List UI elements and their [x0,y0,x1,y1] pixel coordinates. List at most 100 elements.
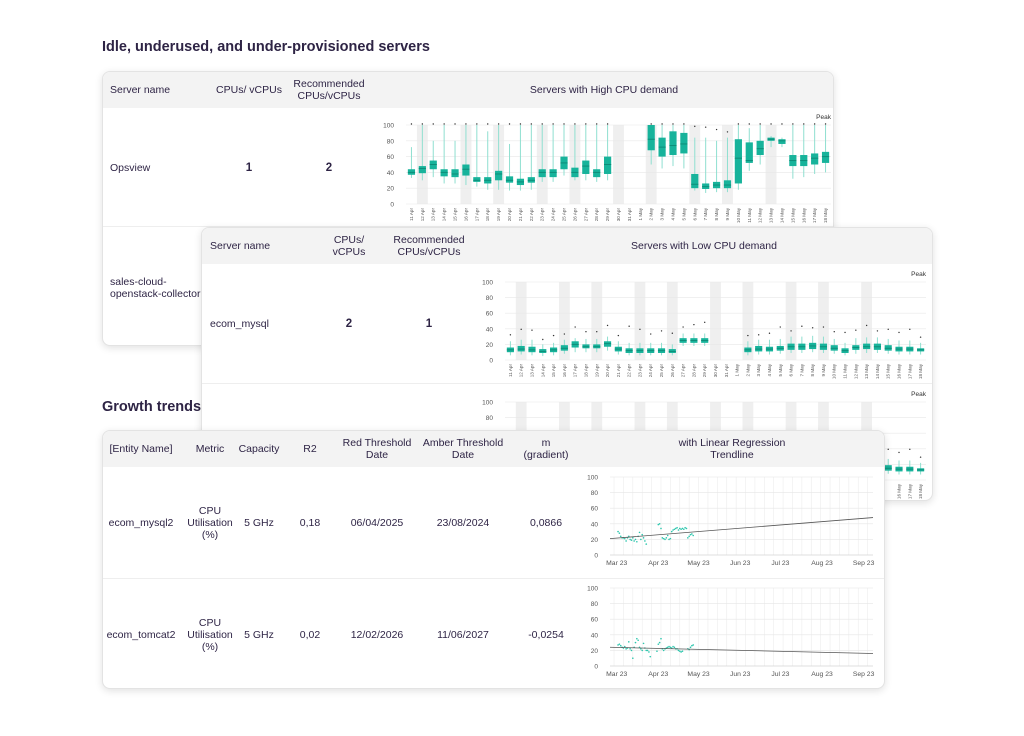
data-point [632,537,634,539]
x-tick-label: 15 May [886,363,891,379]
x-tick-label: 20 Apr [605,364,610,378]
peak-dot [726,131,729,133]
box [691,173,699,189]
x-tick-label: 9 May [725,207,730,220]
data-point [669,646,672,649]
data-point [618,643,621,645]
peak-dot [596,123,598,125]
box [593,169,601,178]
x-tick-label: 13 May [769,207,774,223]
x-tick-label: Sep 23 [853,560,875,567]
header-gradient: m (gradient) [523,437,569,461]
data-point [662,649,665,652]
peak-dot [606,324,609,327]
data-point [641,533,644,536]
x-tick-label: 2 May [745,363,750,376]
data-point [632,657,634,659]
data-point [642,642,645,645]
data-point [662,537,665,540]
peak-dot [844,331,846,334]
x-tick-label: 11 May [747,207,752,222]
x-tick-label: 1 May [638,207,643,220]
x-tick-label: 24 Apr [551,208,556,222]
x-tick-label: 31 Apr [627,208,632,222]
data-point [673,646,676,649]
peak-dot [563,123,565,125]
peak-dot [855,329,857,331]
peak-dot [552,123,554,125]
x-tick-label: 4 May [767,363,772,376]
peak-dot [671,332,674,334]
y-tick-label: 40 [591,521,599,528]
data-point [674,527,677,530]
y-tick-label: 0 [390,202,394,209]
x-tick-label: 12 Apr [519,364,524,378]
x-tick-label: 28 Apr [691,364,696,378]
x-tick-label: 27 Apr [583,208,588,222]
x-tick-label: 18 May [918,363,923,379]
y-tick-label: 20 [591,537,599,544]
data-point [668,645,670,648]
peak-dot [639,328,641,331]
x-tick-label: 16 Apr [463,208,468,222]
data-point [676,526,678,529]
x-tick-label: 19 Apr [496,208,501,222]
y-tick-label: 100 [383,123,394,130]
data-point [678,527,681,530]
server-name: Opsview [110,162,151,174]
peak-dot [672,123,674,125]
x-tick-label: 16 Apr [562,364,567,378]
data-point [692,534,694,537]
data-point [673,528,676,531]
y-tick-label: 0 [489,358,493,365]
data-point [680,651,682,653]
peak-dot [919,456,922,458]
box [756,140,764,156]
x-tick-label: 15 May [790,207,795,223]
weekend-band [710,282,721,360]
peak-dot [443,123,445,125]
data-point [666,534,669,537]
data-point [672,645,674,648]
row-divider [103,578,884,579]
x-tick-label: 19 Apr [594,364,599,378]
x-tick-label: 6 May [789,363,794,376]
box [582,160,590,174]
x-tick-label: 8 May [810,363,815,376]
peak-dot [552,334,555,337]
x-tick-label: 16 May [801,207,806,223]
data-point [677,649,680,652]
x-tick-label: 11 Apr [508,364,513,377]
entity-name: ecom_tomcat2 [106,629,176,641]
header-capacity: Capacity [238,443,280,455]
legend-peak-label: Peak [816,114,832,121]
data-point [634,641,637,644]
x-tick-label: 28 Apr [594,208,599,222]
peak-dot [704,126,707,128]
x-tick-label: 20 Apr [507,208,512,222]
r2: 0,02 [299,629,321,641]
data-point [691,533,693,535]
header-red-threshold: Red Threshold Date [342,437,412,461]
data-point [691,644,693,647]
y-tick-label: 40 [387,170,395,177]
x-tick-label: 16 May [897,363,902,379]
box [495,170,503,181]
data-point [656,650,658,652]
data-point [645,649,648,652]
box [734,139,742,184]
data-point [623,645,626,648]
data-point [617,530,619,533]
x-tick-label: 9 May [821,363,826,376]
peak-dot [519,123,522,125]
x-tick-label: Mar 23 [606,560,627,567]
peak-dot [465,123,467,125]
data-point [677,529,680,531]
x-tick-label: Aug 23 [811,560,833,567]
peak-dot [563,333,566,335]
peak-dot [770,123,772,125]
trend-scatter-chart: 0 20 40 60 80 100 Mar 23 Apr 23 May 23 Jun 23 Jul … [587,586,874,679]
x-tick-label: 7 May [799,363,804,376]
y-tick-label: 80 [591,490,599,497]
capacity: 5 GHz [244,517,274,529]
